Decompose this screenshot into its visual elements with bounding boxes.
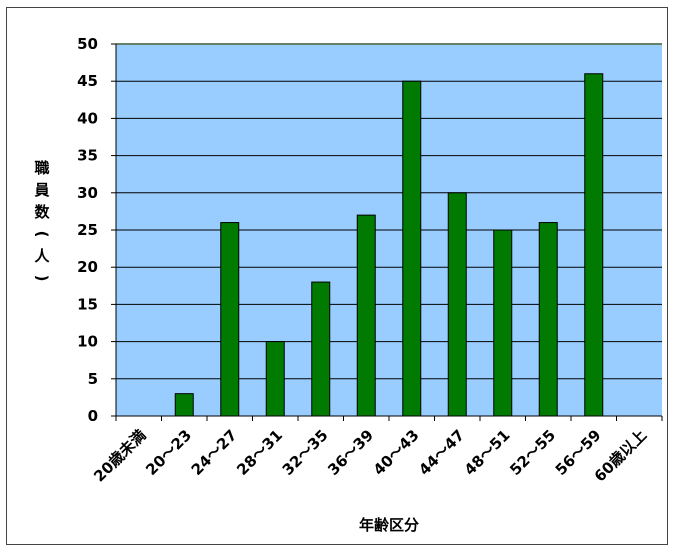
bar <box>447 192 467 417</box>
bar <box>402 80 422 417</box>
y-tick-label: 15 <box>77 295 98 313</box>
y-tick-label: 50 <box>77 35 98 53</box>
y-tick-labels: 0 5 10 15 20 25 30 35 40 45 50 <box>77 35 98 425</box>
bar <box>174 393 194 417</box>
x-tick-label: 24～27 <box>188 426 241 479</box>
y-axis-title: 職員数 ( 人) <box>33 159 51 281</box>
y-tick-label: 5 <box>88 370 98 388</box>
axes <box>111 43 663 421</box>
y-tick-label: 20 <box>77 258 98 276</box>
y-axis-title-char: ) <box>33 275 51 282</box>
y-tick-label: 30 <box>77 184 98 202</box>
gridlines <box>116 43 662 380</box>
x-tick-label: 52～55 <box>506 426 559 479</box>
y-tick-label: 10 <box>77 333 98 351</box>
y-tick-label: 25 <box>77 221 98 239</box>
bar <box>538 222 558 417</box>
y-tick-label: 40 <box>77 109 98 127</box>
chart-frame: 0 5 10 15 20 25 30 35 40 45 50 20歳未満 20～23 24～27 28～3… <box>6 7 668 545</box>
x-tick-label: 36～39 <box>324 426 377 479</box>
y-axis-title-char: 員 <box>33 181 49 199</box>
x-tick-label: 40～43 <box>370 426 423 479</box>
bar <box>220 222 240 417</box>
bar-chart: 0 5 10 15 20 25 30 35 40 45 50 20歳未満20～2324～2728～3… <box>33 35 663 534</box>
bar <box>584 73 604 417</box>
x-tick-label: 44～47 <box>415 426 468 479</box>
y-axis-title-char: ( <box>33 231 51 238</box>
y-tick-label: 35 <box>77 147 98 165</box>
y-tick-label: 45 <box>77 72 98 90</box>
x-tick-label: 28～31 <box>233 426 286 479</box>
x-tick-labels: 20歳未満20～2324～2728～3132～3536～3940～4344～47… <box>90 426 650 485</box>
y-axis-title-char: 人 <box>34 247 50 265</box>
x-tick-label: 32～35 <box>279 426 332 479</box>
y-axis-title-char: 数 <box>34 203 50 221</box>
y-axis-title-char: 職 <box>34 159 49 177</box>
bar <box>311 281 331 417</box>
x-tick-label: 20歳未満 <box>90 426 149 485</box>
bar <box>493 229 513 417</box>
bar <box>265 341 285 417</box>
x-tick-label: 20～23 <box>142 426 195 479</box>
x-tick-label: 48～51 <box>461 426 514 479</box>
x-axis-title: 年齢区分 <box>359 516 419 534</box>
y-tick-label: 0 <box>88 407 98 425</box>
bar <box>356 214 376 417</box>
